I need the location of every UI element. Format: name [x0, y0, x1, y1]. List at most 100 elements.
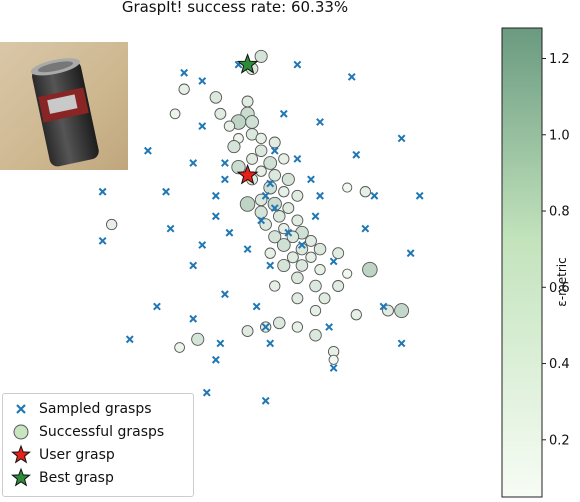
successful-grasp-point: [295, 259, 309, 272]
sampled-grasp-point: [279, 109, 288, 118]
sampled-grasp-point: [221, 159, 229, 167]
successful-grasp-point: [332, 247, 345, 260]
sampled-grasp-point: [329, 364, 338, 372]
best-grasp-star: [236, 53, 259, 74]
sampled-grasp-point: [211, 212, 220, 221]
successful-grasp-point: [342, 268, 353, 279]
successful-grasp-point: [241, 95, 254, 108]
successful-grasp-point: [241, 325, 254, 338]
sampled-grasp-point: [325, 323, 334, 331]
sampled-grasp-point: [266, 261, 275, 270]
successful-grasp-point: [254, 49, 268, 63]
colorbar-tick-label: 0.4: [549, 357, 570, 372]
successful-grasp-point: [295, 242, 309, 256]
sampled-grasp-point: [225, 228, 234, 237]
sampled-grasp-point: [270, 146, 279, 155]
successful-grasp-point: [239, 196, 256, 212]
sampled-grasp-point: [261, 323, 270, 331]
sampled-grasp-point: [216, 339, 225, 348]
successful-grasp-point: [342, 182, 353, 193]
sampled-grasp-point: [266, 339, 275, 348]
sampled-grasp-point: [370, 191, 379, 200]
user-grasp-star: [236, 163, 259, 185]
legend: Sampled grasps Successful grasps User gr…: [2, 393, 194, 497]
successful-grasp-point: [263, 156, 278, 170]
sampled-grasp-point: [189, 314, 198, 323]
colorbar-tick-label: 1.2: [549, 52, 570, 67]
sampled-grasp-point: [261, 191, 270, 200]
sampled-grasp-point: [257, 216, 266, 225]
sampled-grasp-point: [298, 241, 306, 249]
x-marker-icon: [3, 398, 39, 420]
colorbar-tick-label: 0.8: [549, 205, 570, 220]
sampled-grasp-point: [221, 290, 229, 299]
colorbar: 0.2 0.4 0.6 0.8 1.0 1.2: [501, 27, 570, 498]
sampled-grasp-point: [98, 236, 107, 245]
successful-grasp-point: [286, 251, 299, 264]
sampled-grasp-point: [198, 122, 207, 131]
successful-grasp-point: [362, 261, 378, 278]
successful-grasp-point: [223, 120, 236, 132]
successful-grasp-point: [394, 303, 410, 319]
successful-grasp-point: [313, 242, 327, 256]
sampled-grasp-point: [347, 72, 356, 81]
sampled-grasp-point: [406, 249, 415, 258]
successful-grasp-point: [328, 354, 339, 365]
sampled-grasp-point: [352, 150, 361, 159]
successful-grasp-point: [273, 210, 286, 223]
successful-grasp-point: [276, 238, 291, 252]
sampled-grasp-point: [329, 257, 338, 266]
successful-grasp-point: [106, 218, 118, 231]
successful-grasp-point: [332, 280, 345, 292]
successful-grasp-point: [178, 83, 190, 95]
successful-grasp-point: [169, 108, 181, 120]
successful-grasp-point: [305, 234, 317, 247]
sampled-grasp-point: [397, 134, 406, 143]
sampled-grasp-point: [143, 146, 152, 155]
successful-grasp-point: [359, 186, 371, 198]
successful-grasp-point: [254, 205, 268, 219]
sampled-grasp-point: [198, 241, 207, 249]
successful-grasp-point: [291, 292, 304, 305]
successful-grasp-point: [291, 271, 304, 285]
successful-grasp-point: [214, 107, 227, 120]
successful-grasp-point: [255, 132, 267, 145]
successful-grasp-point: [245, 115, 259, 129]
colorbar-label: ε-metric: [555, 257, 569, 307]
sampled-grasp-point: [98, 187, 107, 196]
legend-item-successful: Successful grasps: [3, 421, 164, 443]
successful-grasp-point: [278, 153, 290, 165]
green-star-icon: [3, 467, 39, 489]
red-star-icon: [3, 444, 39, 466]
successful-grasp-point: [318, 292, 331, 305]
sampled-grasp-point: [211, 191, 220, 200]
sampled-grasp-point: [397, 339, 406, 348]
successful-grasp-point: [309, 304, 322, 317]
successful-grasp-point: [231, 159, 246, 175]
sampled-grasp-point: [180, 68, 189, 77]
sampled-grasp-point: [221, 175, 229, 184]
successful-grasp-point: [254, 144, 268, 157]
sampled-grasp-point: [261, 396, 270, 405]
object-photo: [0, 42, 128, 170]
colorbar-gradient: [501, 27, 543, 498]
successful-grasp-point: [227, 140, 241, 154]
sampled-grasp-point: [198, 77, 207, 85]
sampled-grasp-point: [266, 179, 275, 188]
sampled-grasp-point: [293, 60, 302, 69]
successful-grasp-point: [246, 152, 259, 165]
sampled-grasp-point: [379, 302, 388, 311]
sampled-grasp-point: [189, 261, 198, 270]
successful-grasp-point: [291, 214, 304, 227]
successful-grasp-point: [273, 316, 286, 330]
circle-marker-icon: [3, 421, 39, 443]
sampled-grasp-point: [293, 154, 302, 163]
plot-area: [98, 49, 424, 405]
sampled-grasp-point: [252, 302, 261, 311]
successful-grasp-point: [268, 230, 282, 244]
sampled-grasp-point: [162, 187, 170, 196]
successful-grasp-point: [255, 165, 267, 177]
successful-grasp-point: [278, 186, 290, 198]
successful-grasp-point: [281, 172, 295, 186]
